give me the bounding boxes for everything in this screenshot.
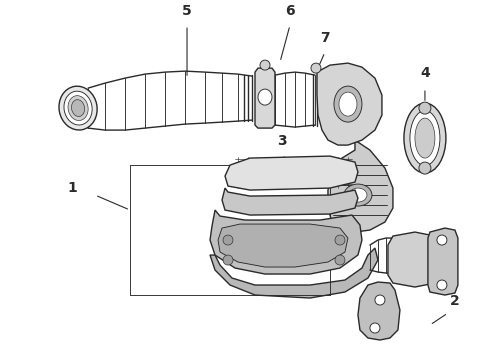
- Text: 7: 7: [320, 31, 330, 45]
- Circle shape: [335, 255, 345, 265]
- Circle shape: [437, 235, 447, 245]
- Polygon shape: [218, 224, 348, 267]
- Ellipse shape: [339, 92, 357, 116]
- Text: 4: 4: [420, 66, 430, 80]
- Ellipse shape: [415, 118, 435, 158]
- Ellipse shape: [344, 184, 372, 206]
- Circle shape: [437, 280, 447, 290]
- Polygon shape: [317, 63, 382, 145]
- Polygon shape: [210, 210, 362, 274]
- Polygon shape: [388, 232, 435, 287]
- Ellipse shape: [59, 86, 97, 130]
- Polygon shape: [328, 140, 393, 232]
- Text: 5: 5: [182, 4, 192, 18]
- Circle shape: [223, 255, 233, 265]
- Circle shape: [335, 235, 345, 245]
- Ellipse shape: [258, 89, 272, 105]
- Circle shape: [311, 63, 321, 73]
- Polygon shape: [222, 188, 358, 215]
- Polygon shape: [255, 68, 275, 128]
- Ellipse shape: [68, 96, 88, 121]
- Ellipse shape: [410, 111, 440, 166]
- Circle shape: [375, 295, 385, 305]
- Ellipse shape: [64, 91, 92, 125]
- Text: 2: 2: [450, 294, 460, 308]
- Circle shape: [260, 60, 270, 70]
- Ellipse shape: [349, 188, 367, 202]
- Text: 6: 6: [285, 4, 295, 18]
- Circle shape: [223, 235, 233, 245]
- Polygon shape: [210, 248, 378, 298]
- Circle shape: [419, 102, 431, 114]
- Circle shape: [370, 323, 380, 333]
- Ellipse shape: [72, 100, 85, 117]
- Ellipse shape: [404, 103, 446, 173]
- Circle shape: [419, 162, 431, 174]
- Text: 3: 3: [277, 134, 287, 148]
- Polygon shape: [358, 282, 400, 340]
- Polygon shape: [225, 156, 358, 190]
- Polygon shape: [428, 228, 458, 295]
- Text: 1: 1: [67, 181, 77, 195]
- Ellipse shape: [334, 86, 362, 122]
